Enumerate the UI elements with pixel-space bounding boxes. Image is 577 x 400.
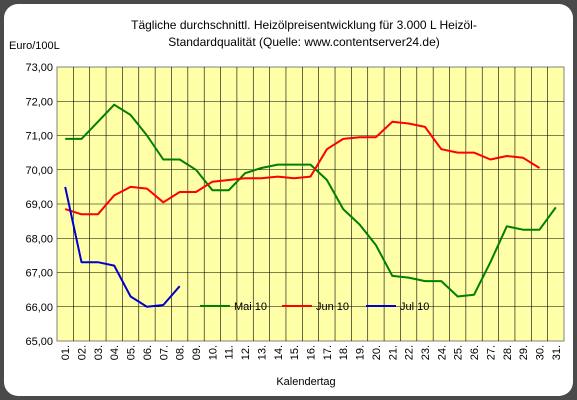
x-tick-label: 16. [306,345,318,360]
series-lines [64,103,557,308]
x-tick-label: 18. [338,345,350,360]
y-tick-label: 73,00 [25,62,53,74]
x-tick-label: 29. [518,345,530,360]
y-axis-ticks: 65,00 66,00 67,00 68,00 69,00 70,00 71,00 72,00… [25,62,53,348]
x-tick-label: 13. [256,345,268,360]
x-tick-label: 03. [93,345,105,360]
x-tick-label: 09. [191,345,203,360]
x-tick-label: 17. [322,345,334,360]
line-chart: Tägliche durchschnittl. Heizölpreisentwi… [9,18,565,388]
x-tick-label: 20. [371,345,383,360]
legend-entry: Jun 10 [316,301,349,313]
x-tick-label: 14. [273,345,285,360]
x-axis-title: Kalendertag [276,376,335,388]
y-tick-label: 70,00 [25,165,53,177]
x-tick-label: 26. [469,345,481,360]
x-axis-ticks: 01. 02. 03. 04. 05. 06. 07. 08. 09. 10. 11. 12. 13. 1… [60,345,563,360]
x-tick-label: 07. [158,345,170,360]
x-tick-label: 22. [404,345,416,360]
x-tick-label: 30. [534,345,546,360]
x-tick-label: 28. [502,345,514,360]
series-line-jul-10 [64,186,181,308]
x-tick-label: 25. [453,345,465,360]
x-tick-label: 01. [60,345,72,360]
x-tick-label: 02. [77,345,89,360]
x-tick-label: 06. [142,345,154,360]
y-axis-title: Euro/100L [9,40,60,52]
y-tick-label: 72,00 [25,96,53,108]
x-tick-label: 19. [355,345,367,360]
x-tick-label: 15. [289,345,301,360]
chart-title-line-1: Tägliche durchschnittl. Heizölpreisentwi… [131,18,477,32]
x-tick-label: 11. [224,345,236,359]
chart-title-line-2: Standardqualität (Quelle: www.contentser… [168,35,439,49]
x-tick-label: 04. [109,345,121,360]
legend-entry: Jul 10 [400,301,429,313]
y-tick-label: 66,00 [25,302,53,314]
y-tick-label: 69,00 [25,199,53,211]
legend: Mai 10 Jun 10 Jul 10 [200,301,429,313]
chart-frame: Tägliche durchschnittl. Heizölpreisentwi… [4,4,573,396]
y-tick-label: 67,00 [25,268,53,280]
series-line-mai-10 [65,103,557,298]
y-tick-label: 65,00 [25,336,53,348]
x-tick-label: 31. [551,345,563,360]
y-tick-label: 68,00 [25,233,53,245]
y-tick-label: 71,00 [25,131,53,143]
x-tick-label: 05. [126,345,138,360]
series-line-jun-10 [64,120,541,216]
x-tick-label: 23. [420,345,432,360]
x-tick-label: 12. [240,345,252,360]
x-tick-label: 10. [207,345,219,360]
x-tick-label: 24. [436,345,448,360]
x-tick-label: 21. [387,345,399,360]
x-tick-label: 08. [175,345,187,360]
x-tick-label: 27. [485,345,497,360]
legend-entry: Mai 10 [234,301,267,313]
